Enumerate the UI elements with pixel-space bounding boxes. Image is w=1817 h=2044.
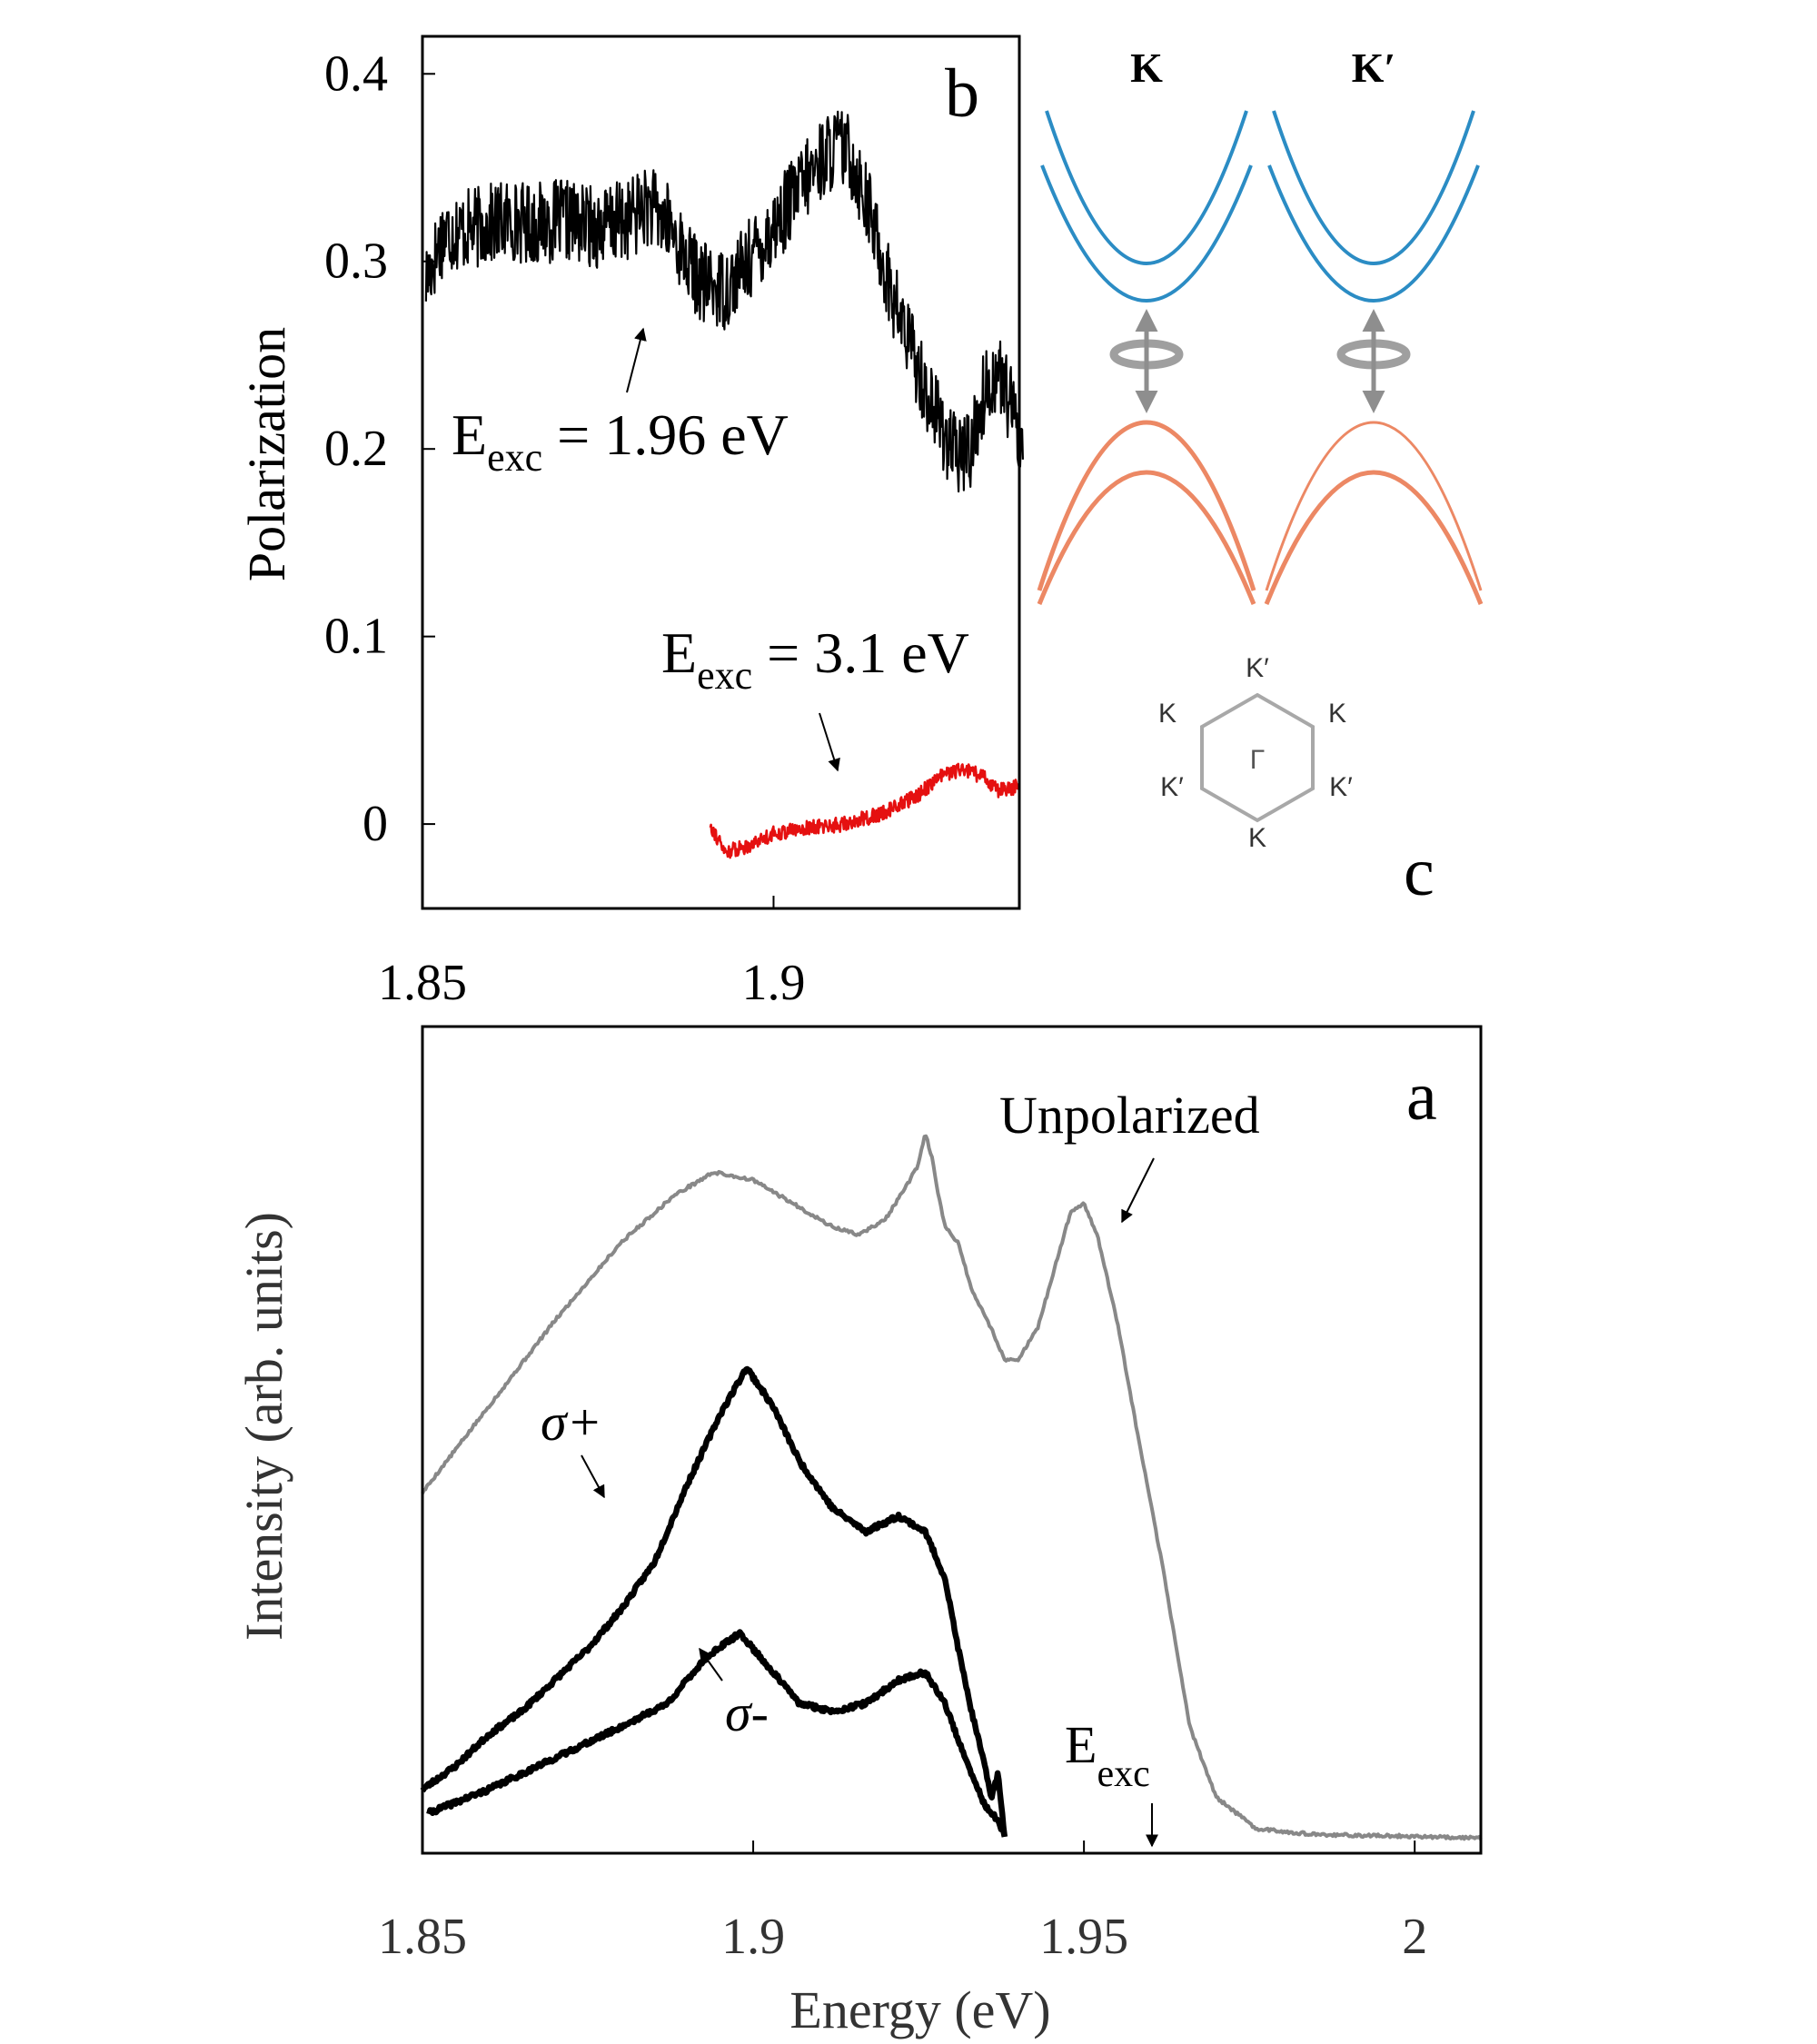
bz-label-lower-right: K′ — [1329, 772, 1353, 802]
annotation-eexc-31-sub: exc — [697, 653, 752, 698]
panel-a-x-axis-label: Energy (eV) — [789, 1980, 1050, 2039]
panel-c: K K′ K′ K K Γ K′ K′ K c — [1037, 45, 1484, 910]
panel-a-x-tick-label: 2 — [1402, 1909, 1427, 1965]
panel-a-x-tick-label: 1.95 — [1039, 1909, 1128, 1965]
panel-a: 1.85 1.9 1.95 2 Energy (eV) Intensity (arb.… — [234, 1025, 1483, 2039]
bz-label-top: K′ — [1246, 653, 1269, 683]
svg-text:Eexc = 3.1 eV: Eexc = 3.1 eV — [661, 620, 969, 698]
bz-label-upper-right: K — [1328, 699, 1346, 729]
arrow-eexc-196 — [626, 327, 647, 393]
svg-text:Eexc = 1.96 eV: Eexc = 1.96 eV — [452, 402, 789, 480]
panel-a-x-ticks: 1.85 1.9 1.95 2 — [378, 1841, 1427, 1965]
band-structure — [1037, 110, 1484, 605]
panel-a-y-axis-label: Intensity (arb. units) — [234, 1212, 293, 1641]
panel-b-y-tick-label: 0.4 — [324, 45, 388, 102]
arrow-unpolarized — [1121, 1157, 1155, 1224]
arrow-eexc-31 — [819, 712, 840, 772]
panel-b-label: b — [945, 55, 979, 132]
annotation-eexc-31-rest: = 3.1 eV — [752, 620, 969, 685]
conduction-band-lower — [1267, 164, 1480, 303]
panel-a-frame — [421, 1025, 1483, 1855]
series-- — [420, 1365, 1008, 1838]
bz-label-center: Γ — [1250, 745, 1266, 775]
panel-b-x-tick-label: 1.85 — [378, 955, 467, 1011]
valence-band-lower — [1037, 470, 1256, 605]
arrow-sigma-minus — [699, 1647, 723, 1682]
panel-b-x-tick-label: 1.9 — [741, 955, 805, 1011]
panel-c-label: c — [1404, 834, 1435, 910]
panel-b-series-group — [424, 110, 1024, 859]
panel-b-y-axis-label: Polarization — [237, 327, 296, 581]
panel-b-y-tick-label: 0.3 — [324, 233, 388, 290]
bz-label-lower-left: K′ — [1160, 772, 1184, 802]
annotation-eexc-196-main: E — [452, 402, 487, 467]
conduction-band-upper — [1272, 110, 1475, 265]
panel-b-y-ticks: 0 0.1 0.2 0.3 0.4 — [324, 45, 435, 852]
bz-label-upper-left: K — [1158, 699, 1177, 729]
valley-label-k-prime: K′ — [1352, 45, 1396, 91]
annotation-eexc-196-sub: exc — [487, 435, 542, 480]
conduction-band-upper — [1045, 110, 1248, 265]
panel-b-frame — [421, 35, 1021, 910]
label-eexc-main: E — [1065, 1715, 1097, 1774]
label-sigma-plus: σ+ — [541, 1393, 602, 1452]
panel-a-series-group — [420, 1134, 1483, 1841]
panel-b-y-tick-label: 0.2 — [324, 421, 388, 477]
series-eexc-3-1-ev — [709, 762, 1020, 859]
conduction-band-lower — [1040, 164, 1253, 303]
panel-b: 0 0.1 0.2 0.3 0.4 1.85 1.9 Polarization b Eex… — [237, 35, 1024, 1011]
annotation-eexc-31: Eexc = 3.1 eV — [661, 620, 969, 772]
label-unpolarized: Unpolarized — [999, 1086, 1260, 1145]
bz-hexagon — [1200, 692, 1315, 823]
bz-label-bottom: K — [1248, 823, 1266, 853]
svg-text:Eexc: Eexc — [1065, 1715, 1150, 1795]
valence-band-upper — [1265, 421, 1483, 591]
circular-polarization-icon — [1336, 339, 1411, 370]
annotation-eexc-196: Eexc = 1.96 eV — [452, 327, 789, 480]
panel-b-y-tick-label: 0 — [362, 796, 388, 852]
series-eexc-1-96-ev — [424, 110, 1024, 493]
brillouin-zone: K′ K K Γ K′ K′ K — [1158, 653, 1353, 853]
panel-b-y-tick-label: 0.1 — [324, 609, 388, 665]
valley-label-k: K — [1130, 45, 1163, 91]
series-unpolarized — [421, 1134, 1483, 1841]
panel-b-x-ticks: 1.85 1.9 — [378, 896, 805, 1011]
series-- — [426, 1629, 1008, 1838]
circular-polarization-icon — [1109, 339, 1184, 370]
panel-a-x-tick-label: 1.85 — [378, 1909, 467, 1965]
arrow-sigma-plus — [581, 1454, 605, 1499]
label-eexc-sub: exc — [1097, 1753, 1149, 1795]
annotation-eexc-196-rest: = 1.96 eV — [542, 402, 789, 467]
valence-band-upper — [1037, 420, 1256, 591]
panel-a-x-tick-label: 1.9 — [721, 1909, 785, 1965]
valence-band-lower — [1264, 470, 1484, 605]
annotation-eexc-31-main: E — [661, 620, 697, 685]
label-sigma-minus: σ- — [725, 1683, 769, 1742]
panel-a-label: a — [1406, 1058, 1437, 1135]
